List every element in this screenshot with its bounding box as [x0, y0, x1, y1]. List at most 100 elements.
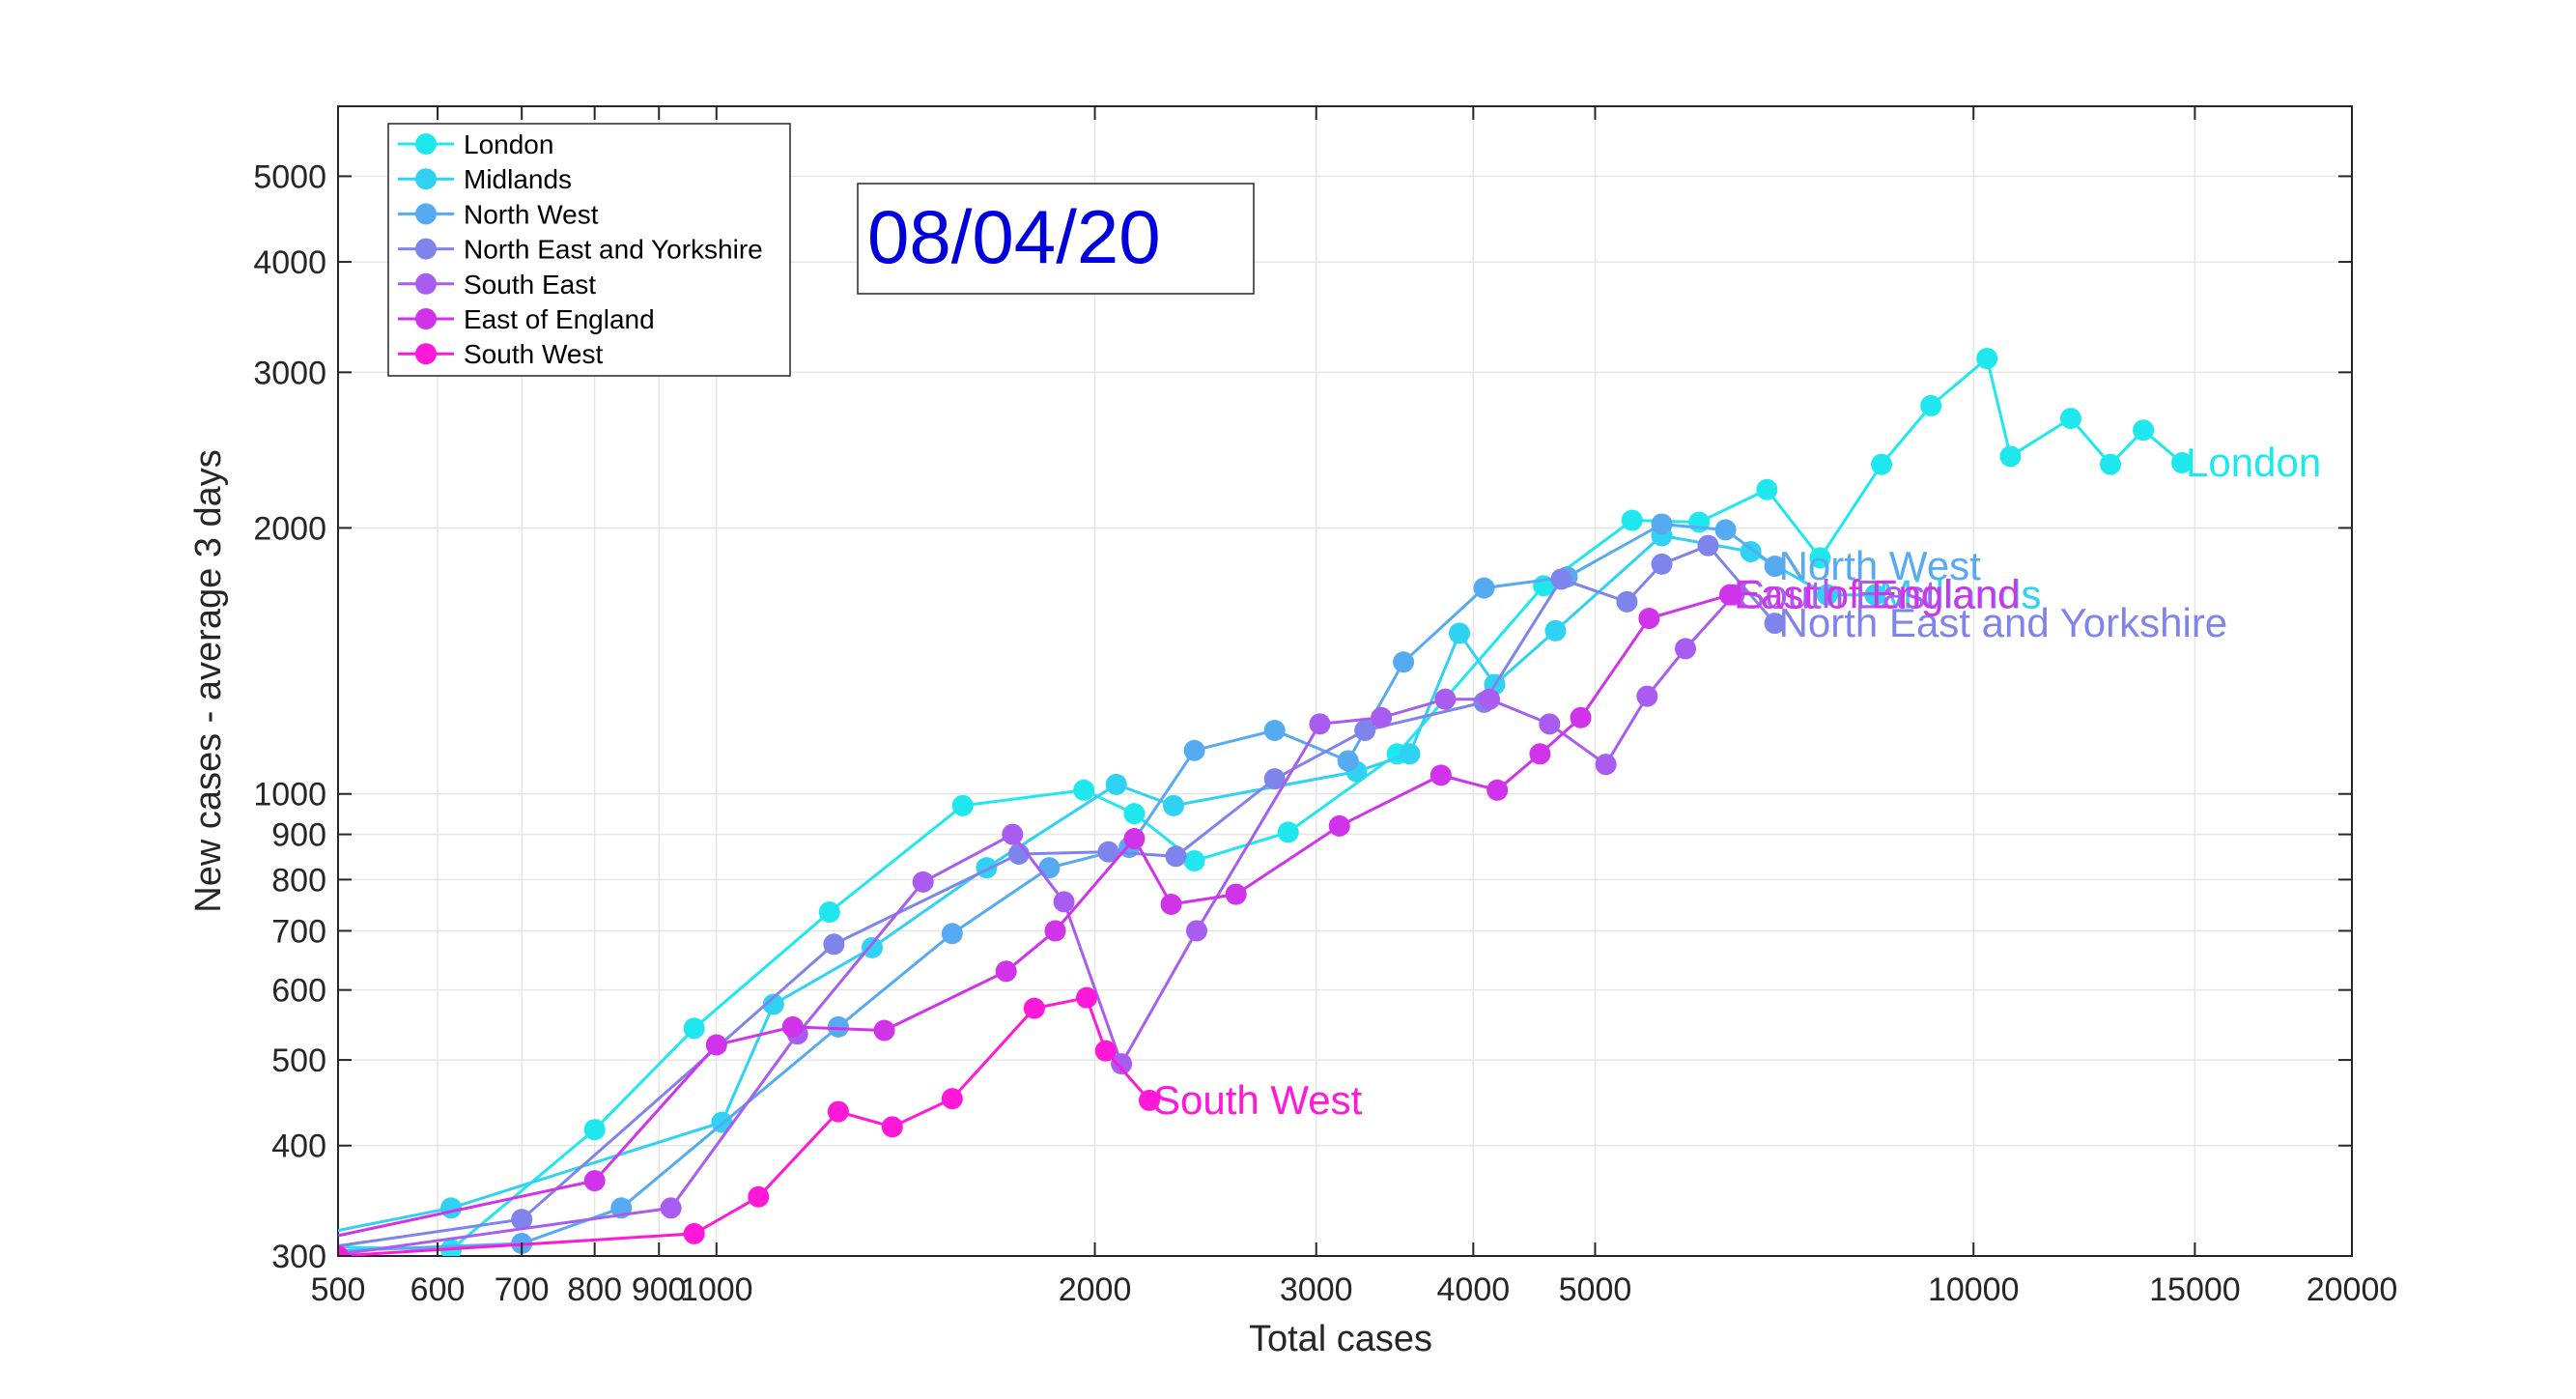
- data-point: [951, 794, 974, 816]
- y-tick-label: 500: [271, 1042, 326, 1079]
- data-point: [1570, 706, 1592, 728]
- data-point: [1165, 845, 1187, 868]
- legend-label: Midlands: [464, 164, 572, 194]
- series-east-of-england: [338, 584, 1741, 1238]
- data-point: [1002, 823, 1024, 845]
- x-tick-label: 700: [495, 1271, 550, 1308]
- data-point: [1434, 688, 1457, 710]
- x-tick-label: 500: [311, 1271, 366, 1308]
- data-point: [1263, 719, 1286, 741]
- series-north-west: [338, 513, 1786, 1254]
- data-point: [762, 993, 784, 1015]
- y-tick-label: 3000: [253, 355, 326, 391]
- data-point: [1023, 997, 1045, 1019]
- data-point: [583, 1170, 606, 1192]
- series-end-label: East of England: [1734, 572, 2021, 617]
- data-point: [1638, 608, 1660, 630]
- data-point: [748, 1185, 770, 1208]
- data-point: [873, 1019, 895, 1042]
- data-point: [1225, 883, 1247, 905]
- data-point: [1076, 986, 1098, 1009]
- data-point: [1097, 841, 1119, 863]
- data-point: [881, 1116, 903, 1138]
- data-point: [338, 1245, 349, 1256]
- legend-marker: [415, 238, 437, 260]
- data-point: [1651, 553, 1673, 575]
- series-end-label: London: [2186, 440, 2321, 485]
- data-point: [583, 1119, 606, 1141]
- plot-frame: [337, 105, 2353, 1257]
- data-point: [1616, 590, 1638, 613]
- series-end-label: Midlands: [1879, 572, 2041, 617]
- legend-label: East of England: [464, 304, 655, 334]
- legend-label: South East: [464, 270, 596, 300]
- data-point: [818, 901, 840, 924]
- x-tick-label: 800: [567, 1271, 622, 1308]
- data-point: [1354, 719, 1376, 741]
- data-point: [1714, 519, 1737, 541]
- data-point: [827, 1015, 849, 1038]
- data-point: [683, 1222, 705, 1244]
- series-end-label: North East and Yorkshire: [1779, 600, 2228, 645]
- x-tick-label: 15000: [2149, 1271, 2241, 1308]
- legend-box: [387, 123, 791, 377]
- data-point: [1544, 619, 1567, 642]
- data-point: [1105, 773, 1127, 795]
- data-point: [1688, 511, 1711, 533]
- data-point: [1764, 613, 1786, 635]
- data-point: [1309, 713, 1331, 735]
- data-point: [1809, 547, 1831, 569]
- y-tick-label: 600: [271, 973, 326, 1010]
- data-point: [941, 1088, 963, 1110]
- data-point: [1479, 688, 1501, 710]
- legend-marker: [415, 343, 437, 365]
- data-point: [1073, 779, 1095, 801]
- data-point: [1871, 453, 1893, 475]
- x-tick-label: 10000: [1928, 1271, 2020, 1308]
- data-point: [1595, 754, 1617, 776]
- data-point: [1697, 534, 1719, 557]
- series-line: [338, 995, 1151, 1256]
- data-point: [1094, 1040, 1117, 1062]
- data-point: [1550, 568, 1572, 590]
- data-point: [861, 936, 883, 958]
- data-point: [440, 1197, 463, 1219]
- data-point: [1123, 803, 1146, 825]
- data-point: [1328, 814, 1350, 837]
- data-point: [1473, 577, 1495, 599]
- x-axis-label: Total cases: [1249, 1319, 1432, 1359]
- data-point: [1651, 513, 1673, 535]
- data-point: [1053, 891, 1075, 913]
- data-point: [1160, 894, 1182, 916]
- data-point: [1183, 739, 1205, 761]
- y-tick-label: 300: [271, 1239, 326, 1275]
- data-point: [1816, 584, 1838, 606]
- y-tick-label: 900: [271, 817, 326, 854]
- x-tick-label: 600: [410, 1271, 466, 1308]
- legend-label: South West: [464, 339, 603, 369]
- data-point: [1162, 794, 1184, 816]
- date-text: 08/04/20: [867, 194, 1161, 279]
- data-point: [1976, 348, 1998, 370]
- data-point: [1185, 920, 1207, 942]
- data-point: [1399, 743, 1421, 765]
- legend-label: London: [464, 129, 553, 159]
- data-point: [1263, 768, 1286, 790]
- data-point: [1123, 828, 1146, 850]
- data-point: [1999, 445, 2022, 468]
- data-point: [178, 1233, 199, 1254]
- y-tick-label: 700: [271, 913, 326, 950]
- x-tick-label: 3000: [1280, 1271, 1353, 1308]
- data-point: [683, 1017, 705, 1040]
- data-point: [2171, 451, 2194, 473]
- data-point: [1277, 821, 1299, 843]
- x-tick-label: 20000: [2307, 1271, 2398, 1308]
- data-point: [511, 1209, 533, 1231]
- data-point: [1337, 750, 1359, 772]
- data-point: [2099, 453, 2121, 475]
- series-north-east-and-yorkshire: [338, 534, 1786, 1248]
- series-layer: [178, 348, 2194, 1256]
- legend-label: North West: [464, 199, 599, 229]
